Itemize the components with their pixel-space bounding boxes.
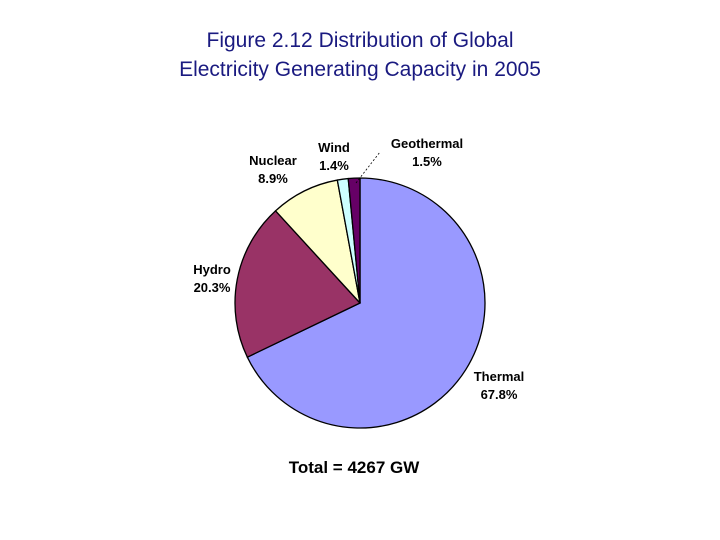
slice-label-value-geothermal: 1.5% [412, 154, 442, 169]
slice-label-name-geothermal: Geothermal [391, 136, 463, 151]
geothermal-leader-line [355, 151, 381, 184]
slice-label-value-thermal: 67.8% [481, 387, 518, 402]
chart-title-line1: Figure 2.12 Distribution of Global [206, 29, 514, 52]
slice-label-value-wind: 1.4% [319, 158, 349, 173]
slice-label-value-hydro: 20.3% [194, 280, 231, 295]
pie-slice-geothermal [347, 177, 361, 304]
slice-label-name-wind: Wind [318, 140, 350, 155]
chart-title-line2: Electricity Generating Capacity in 2005 [179, 58, 541, 81]
slice-label-name-thermal: Thermal [474, 369, 525, 384]
pie-slice-thermal [246, 177, 486, 429]
slice-label-value-nuclear: 8.9% [258, 171, 288, 186]
pie-slices [234, 177, 486, 429]
pie-slice-hydro [234, 210, 361, 358]
slice-label-name-hydro: Hydro [193, 262, 231, 277]
chart-title: Figure 2.12 Distribution of Global Elect… [0, 26, 720, 84]
total-capacity-label: Total = 4267 GW [289, 458, 420, 477]
slice-label-name-nuclear: Nuclear [249, 153, 297, 168]
